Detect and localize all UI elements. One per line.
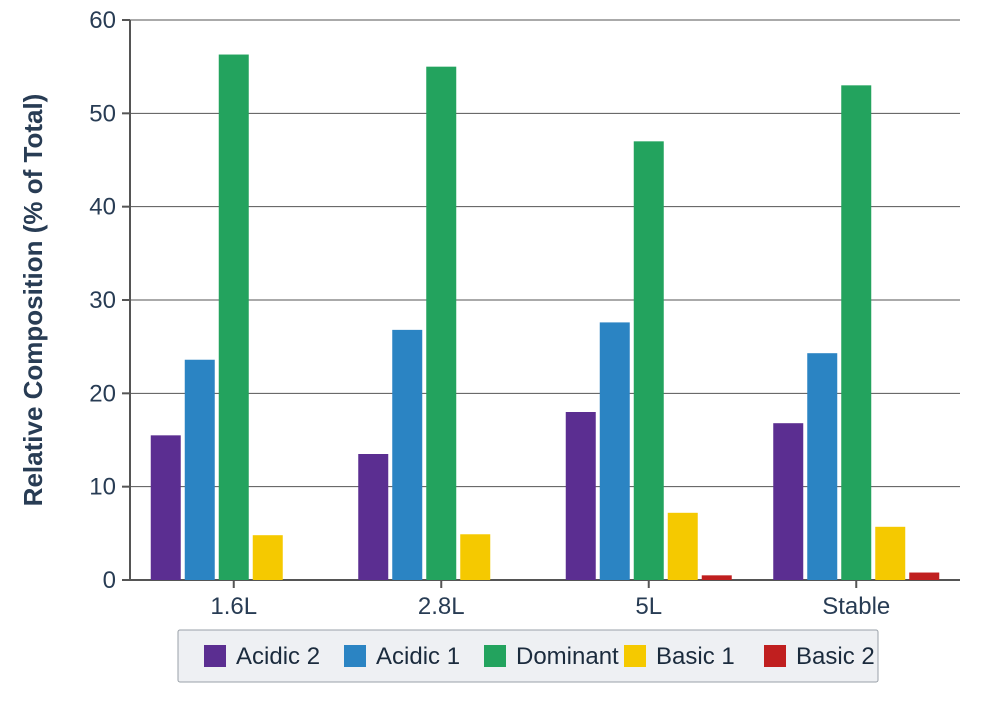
- chart-container: 0 10 20 30 40 50 60 1.6L 2.8L 5L Stable Relative Co…: [0, 0, 1000, 700]
- x-tick-label: 1.6L: [210, 593, 257, 620]
- legend-label: Acidic 2: [236, 643, 320, 670]
- x-tick-label: 5L: [635, 593, 662, 620]
- y-tick-label: 50: [89, 100, 116, 127]
- bar: [702, 575, 732, 580]
- x-tick-label: Stable: [822, 593, 890, 620]
- y-tick-label: 30: [89, 287, 116, 314]
- bar: [773, 423, 803, 580]
- bar: [668, 513, 698, 580]
- y-tick-label: 10: [89, 474, 116, 501]
- legend-swatch: [344, 645, 366, 667]
- legend-swatch: [624, 645, 646, 667]
- bar: [185, 360, 215, 580]
- legend-swatch: [204, 645, 226, 667]
- bar: [426, 67, 456, 580]
- bar: [600, 322, 630, 580]
- bar-chart: 0 10 20 30 40 50 60 1.6L 2.8L 5L Stable Relative Co…: [0, 0, 1000, 700]
- bar: [460, 534, 490, 580]
- y-tick-label: 0: [103, 567, 116, 594]
- legend-label: Basic 2: [796, 643, 875, 670]
- legend-label: Acidic 1: [376, 643, 460, 670]
- bar: [358, 454, 388, 580]
- bar: [219, 55, 249, 580]
- y-tick-label: 20: [89, 380, 116, 407]
- legend-swatch: [764, 645, 786, 667]
- y-axis-title: Relative Composition (% of Total): [18, 94, 48, 507]
- y-tick-label: 40: [89, 194, 116, 221]
- bar: [875, 527, 905, 580]
- bar: [392, 330, 422, 580]
- legend-label: Dominant: [516, 643, 619, 670]
- bar: [151, 435, 181, 580]
- x-tick-label: 2.8L: [418, 593, 465, 620]
- bar: [841, 85, 871, 580]
- bar: [807, 353, 837, 580]
- bar: [566, 412, 596, 580]
- legend-swatch: [484, 645, 506, 667]
- bar: [909, 573, 939, 580]
- bar: [634, 141, 664, 580]
- bar: [253, 535, 283, 580]
- legend-label: Basic 1: [656, 643, 735, 670]
- y-tick-label: 60: [89, 7, 116, 34]
